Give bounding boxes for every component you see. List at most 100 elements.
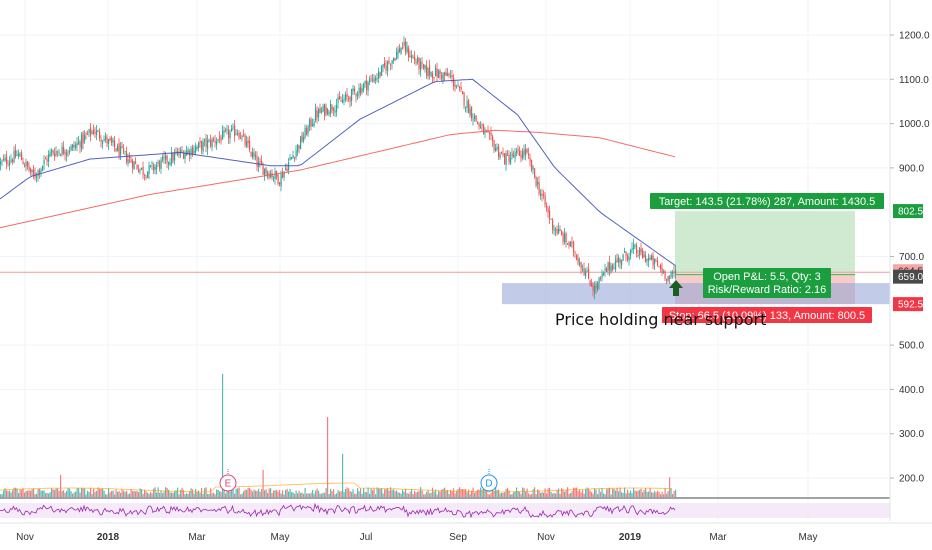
volume-bar	[366, 492, 368, 497]
candle	[528, 153, 530, 156]
volume-bar	[499, 493, 501, 497]
volume-bar	[25, 491, 27, 497]
candle	[424, 65, 426, 70]
volume-bar	[657, 490, 659, 497]
candle	[406, 46, 408, 53]
volume-bar	[124, 491, 126, 497]
candle	[25, 161, 27, 167]
price-axis[interactable]: 1200.0 1100.0 1000.0 900.0 700.0 500.0 400.0 30…	[889, 0, 930, 521]
volume-bar	[486, 488, 488, 497]
candle	[651, 255, 653, 260]
volume-bar	[457, 488, 459, 497]
volume-bar	[379, 488, 381, 497]
candle	[661, 267, 663, 274]
volume-bar	[54, 489, 56, 497]
candle	[571, 242, 573, 244]
volume-bar	[9, 490, 11, 497]
event-marker-e[interactable]: E	[219, 469, 237, 492]
candle	[295, 150, 297, 158]
candle	[460, 87, 462, 90]
candle	[525, 148, 527, 156]
candle	[495, 148, 497, 152]
volume-bar	[76, 487, 78, 497]
volume-bar	[97, 487, 99, 497]
volume-bar	[394, 491, 396, 497]
volume-bar	[235, 488, 237, 497]
volume-bar	[463, 489, 465, 497]
candle	[27, 161, 29, 167]
candle	[4, 157, 6, 161]
volume-bar	[214, 494, 216, 497]
candle	[349, 96, 351, 102]
volume-bar	[142, 493, 144, 497]
candle	[13, 150, 15, 162]
volume-bar	[102, 488, 104, 497]
candle	[438, 70, 440, 78]
price-tick-label: 400.0	[899, 385, 924, 396]
volume-bar	[342, 453, 344, 497]
price-tag-stop: 592.5	[893, 297, 923, 312]
candle	[163, 156, 165, 158]
candle	[375, 78, 377, 81]
candle	[10, 159, 12, 163]
volume-bar	[61, 491, 63, 497]
volume-bar	[121, 489, 123, 497]
candle	[12, 160, 14, 162]
volume-bar	[276, 489, 278, 497]
volume-bar	[288, 491, 290, 497]
candle	[246, 141, 248, 147]
volume-bar	[190, 488, 192, 497]
candle	[135, 161, 137, 164]
candle	[523, 149, 525, 155]
candle	[265, 167, 267, 174]
candle	[357, 94, 359, 96]
volume-bar	[622, 493, 624, 497]
volume-bar	[261, 489, 263, 497]
candle	[328, 112, 330, 115]
candle	[282, 173, 284, 178]
volume-bar	[415, 492, 417, 497]
volume-bar	[528, 493, 530, 497]
volume-bar	[192, 489, 194, 497]
candle	[319, 107, 321, 114]
candle	[198, 142, 200, 148]
candle	[259, 161, 261, 163]
event-marker-d[interactable]: D	[480, 469, 498, 492]
volume-bar	[477, 489, 479, 497]
candle	[636, 245, 638, 254]
volume-bar	[294, 493, 296, 497]
volume-bar	[430, 492, 432, 497]
volume-bar	[568, 493, 570, 497]
volume-bar	[150, 492, 152, 497]
candle	[505, 153, 507, 166]
candle	[297, 144, 299, 152]
volume-bar	[46, 492, 48, 497]
candle	[303, 137, 305, 141]
candle	[117, 145, 119, 152]
volume-bar	[414, 490, 416, 497]
candle	[645, 255, 647, 263]
candle	[561, 231, 563, 235]
volume-bar	[549, 487, 551, 497]
candle	[454, 84, 456, 88]
volume-bar	[168, 489, 170, 497]
candle	[199, 141, 201, 143]
volume-bar	[132, 491, 134, 497]
candle	[187, 149, 189, 153]
volume-bar	[48, 493, 50, 497]
time-tick-label: May	[271, 532, 290, 543]
candle	[49, 152, 51, 156]
volume-bar	[115, 489, 117, 497]
candle	[666, 278, 668, 281]
price-tick-label: 200.0	[899, 474, 924, 485]
candle	[658, 266, 660, 268]
time-axis[interactable]: Nov 2018 Mar May Jul Sep Nov 2019 Mar May	[16, 532, 817, 543]
candle	[568, 242, 570, 247]
volume-bar	[453, 488, 455, 497]
volume-bar	[460, 489, 462, 497]
volume-bar	[567, 487, 569, 497]
volume-bar	[256, 490, 258, 497]
candle	[610, 265, 612, 273]
